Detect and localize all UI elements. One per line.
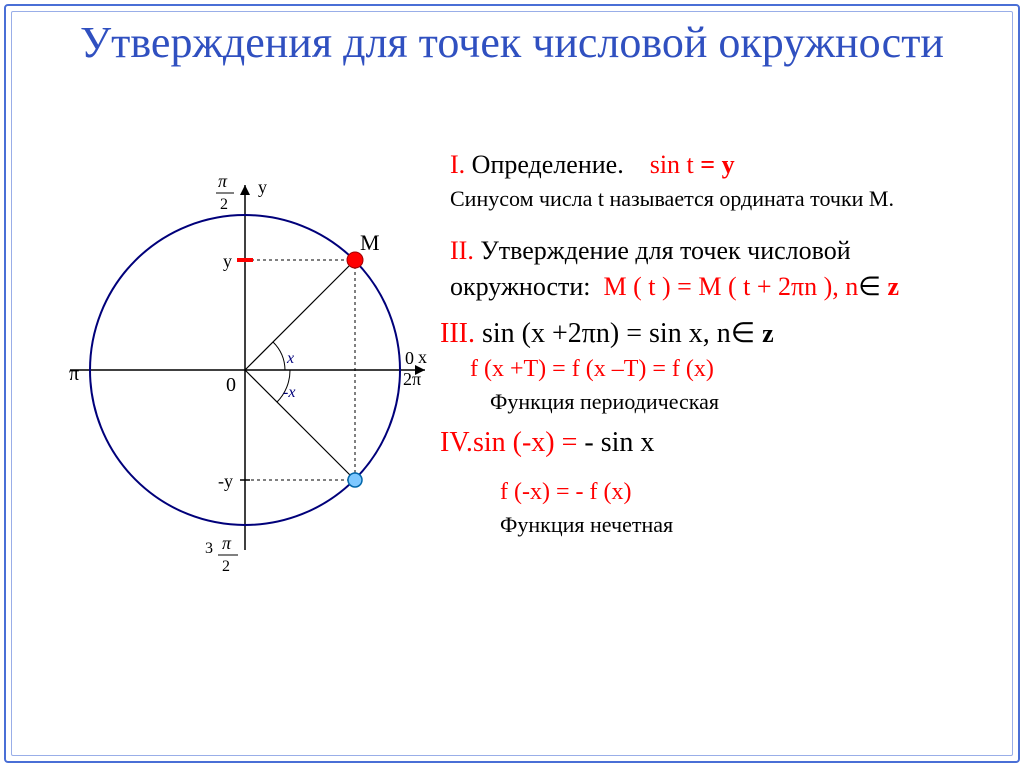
svg-text:π: π [218,171,228,191]
stmt-II-line2: окружности: M ( t ) = M ( t + 2πn ), n∈ … [450,272,1010,302]
IV-f: f (-x) = - f (x) [500,479,1010,506]
content-area: y x 0 M y -y 0 2π π x -x π 2 3 π 2 I. Оп… [30,150,994,747]
slide-title: Утверждения для точек числовой окружност… [0,18,1024,69]
svg-text:y: y [258,177,267,197]
svg-text:x: x [418,347,427,367]
III-in: ∈ [731,318,755,349]
svg-text:-y: -y [218,471,233,491]
svg-text:-x: -x [283,384,295,401]
II-in: ∈ [858,272,881,301]
svg-text:2π: 2π [403,369,421,389]
III-z: z [762,319,774,348]
II-text: Утверждение для точек числовой [480,236,850,265]
stmt-II-line1: II. Утверждение для точек числовой [450,236,1010,266]
III-equation: sin (x +2πn) = sin x, n [482,318,731,349]
I-description: Синусом числа t называется ордината точк… [450,186,1010,212]
I-word: Определение. [472,150,624,179]
svg-text:0: 0 [226,374,236,396]
svg-text:2: 2 [222,558,230,575]
III-numeral: III. [440,318,475,349]
svg-text:π: π [69,363,79,385]
svg-text:y: y [223,251,232,271]
III-desc: Функция периодическая [490,389,1010,415]
II-text2: окружности: [450,272,591,301]
svg-text:x: x [286,350,294,367]
II-equation: M ( t ) = M ( t + 2πn ), n [604,272,859,301]
III-f: f (x +T) = f (x –T) = f (x) [470,356,1010,383]
stmt-III: III. sin (x +2πn) = sin x, n∈ z [440,316,1010,350]
I-equation: sin t = y [650,150,735,179]
svg-text:0: 0 [405,348,414,368]
unit-circle-diagram: y x 0 M y -y 0 2π π x -x π 2 3 π 2 [40,155,440,575]
statements-block: I. Определение. sin t = y Синусом числа … [450,150,1010,544]
IV-rhs: - sin x [584,427,654,458]
IV-desc: Функция нечетная [500,512,1010,538]
IV-numeral: IV. [440,427,473,458]
I-numeral: I. [450,150,465,179]
stmt-IV: IV.sin (-x) = - sin x [440,427,1010,459]
II-z: z [887,272,899,301]
svg-text:3: 3 [205,540,213,557]
svg-text:π: π [222,533,232,553]
svg-text:M: M [360,230,380,255]
IV-lhs: sin (-x) = [473,427,584,458]
svg-text:2: 2 [220,196,228,213]
stmt-I: I. Определение. sin t = y [450,150,1010,180]
II-numeral: II. [450,236,474,265]
